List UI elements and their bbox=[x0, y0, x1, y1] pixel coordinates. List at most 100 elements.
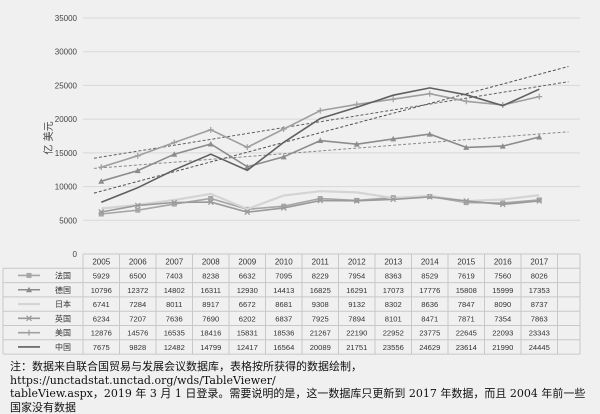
data-point bbox=[353, 197, 360, 204]
table-cell: 7619 bbox=[458, 271, 475, 280]
table-cell: 7354 bbox=[494, 314, 511, 323]
table-cell: 8101 bbox=[385, 314, 402, 323]
data-point bbox=[426, 90, 433, 97]
data-point bbox=[134, 152, 141, 159]
table-cell: 12876 bbox=[91, 329, 112, 338]
table-cell: 16535 bbox=[164, 329, 185, 338]
table-cell: 8471 bbox=[421, 314, 438, 323]
table-cell: 21267 bbox=[310, 329, 331, 338]
table-cell: 17776 bbox=[419, 286, 440, 295]
data-point bbox=[536, 133, 543, 140]
table-cell: 14799 bbox=[200, 343, 221, 352]
data-table: 2005 2006 2007 2008 2009 2010 2011 2012 2013 2014… bbox=[2, 253, 581, 355]
source-note-line-2: tableView.aspx，2019 年 3 月 1 日登录。需要说明的是，这… bbox=[10, 387, 586, 414]
table-row: 日本 6741 7284 8011 8917 6672 8681 9308 9132 8302 86… bbox=[18, 299, 548, 309]
data-point bbox=[26, 272, 32, 278]
series-line bbox=[101, 87, 540, 203]
data-point bbox=[98, 209, 105, 215]
table-cell: 7954 bbox=[348, 271, 365, 280]
x-tick-label: 2010 bbox=[275, 257, 293, 266]
data-point bbox=[171, 139, 178, 146]
legend-label: 中国 bbox=[55, 342, 71, 352]
table-cell: 6500 bbox=[129, 271, 146, 280]
table-cell: 7207 bbox=[129, 314, 146, 323]
table-cell: 7675 bbox=[93, 343, 110, 352]
source-note-line-1: 注：数据来自联合国贸易与发展会议数据库，表格按所获得的数据绘制，https://… bbox=[10, 360, 362, 387]
data-point bbox=[317, 107, 324, 114]
table-cell: 12930 bbox=[237, 286, 258, 295]
legend-label: 英国 bbox=[55, 313, 71, 323]
data-point bbox=[26, 286, 32, 293]
table-cell: 14576 bbox=[127, 329, 148, 338]
series-英国 bbox=[98, 193, 543, 216]
trendline bbox=[93, 65, 569, 194]
table-cell: 16564 bbox=[273, 343, 294, 352]
series-德国 bbox=[98, 131, 543, 184]
table-cell: 6632 bbox=[239, 271, 256, 280]
y-tick-label: 0 bbox=[73, 250, 78, 259]
y-tick-label: 25000 bbox=[55, 81, 78, 90]
data-point bbox=[208, 195, 214, 201]
table-cell: 23775 bbox=[419, 329, 440, 338]
data-point bbox=[207, 141, 214, 147]
trendlines bbox=[93, 65, 569, 194]
table-cell: 7403 bbox=[166, 271, 183, 280]
x-tick-label: 2006 bbox=[129, 257, 147, 266]
legend-label: 法国 bbox=[55, 270, 71, 280]
data-point bbox=[26, 315, 32, 322]
table-cell: 7925 bbox=[312, 314, 329, 323]
table-cell: 10796 bbox=[91, 286, 112, 295]
x-tick-label: 2017 bbox=[530, 257, 548, 266]
table-cell: 18416 bbox=[200, 329, 221, 338]
table-cell: 8363 bbox=[385, 271, 402, 280]
data-point bbox=[536, 198, 543, 204]
legend-label: 美国 bbox=[55, 328, 71, 338]
table-row: 德国 10796 12372 14802 16311 12930 14413 16825 162… bbox=[18, 285, 550, 295]
table-cell: 8302 bbox=[385, 300, 402, 309]
data-point bbox=[171, 151, 178, 157]
data-point bbox=[207, 126, 214, 133]
data-point bbox=[317, 197, 324, 204]
table-cell: 8636 bbox=[421, 300, 438, 309]
table-cell: 16825 bbox=[310, 286, 331, 295]
data-point bbox=[280, 204, 287, 211]
data-point bbox=[171, 199, 178, 206]
table-cell: 7863 bbox=[531, 314, 548, 323]
data-point bbox=[134, 167, 141, 174]
data-point bbox=[463, 98, 470, 105]
table-cell: 6202 bbox=[239, 314, 256, 323]
table-cell: 8737 bbox=[531, 300, 548, 309]
y-tick-label: 5000 bbox=[59, 216, 77, 225]
x-tick-label: 2009 bbox=[238, 257, 256, 266]
x-tick-label: 2014 bbox=[421, 257, 439, 266]
y-tick-label: 20000 bbox=[55, 115, 78, 124]
data-point bbox=[536, 197, 542, 203]
table-cell: 12372 bbox=[127, 286, 148, 295]
table-cell: 7095 bbox=[275, 271, 292, 280]
y-axis: 0 5000 10000 15000 20000 25000 30000 35000 bbox=[55, 14, 78, 259]
series-lines bbox=[98, 87, 543, 217]
table-cell: 6234 bbox=[93, 314, 110, 323]
table-cell: 21990 bbox=[492, 343, 513, 352]
table-cell: 23614 bbox=[456, 343, 477, 352]
trade-chart: 0 5000 10000 15000 20000 25000 30000 35000 亿 美元… bbox=[2, 14, 581, 355]
table-cell: 18536 bbox=[273, 329, 294, 338]
data-point bbox=[536, 93, 543, 100]
data-point bbox=[390, 96, 397, 103]
table-cell: 12417 bbox=[237, 343, 258, 352]
source-note: 注：数据来自联合国贸易与发展会议数据库，表格按所获得的数据绘制，https://… bbox=[10, 360, 594, 414]
table-cell: 15808 bbox=[456, 286, 477, 295]
table-cell: 9828 bbox=[129, 343, 146, 352]
table-cell: 22645 bbox=[456, 329, 477, 338]
table-cell: 22093 bbox=[492, 329, 513, 338]
table-cell: 8229 bbox=[312, 271, 329, 280]
table-cell: 21751 bbox=[346, 343, 367, 352]
table-cell: 8090 bbox=[494, 300, 511, 309]
table-cell: 6741 bbox=[93, 300, 110, 309]
x-tick-label: 2015 bbox=[457, 257, 475, 266]
data-point bbox=[426, 131, 433, 137]
trendline bbox=[93, 131, 569, 169]
x-tick-label: 2013 bbox=[384, 257, 402, 266]
data-point bbox=[426, 193, 433, 200]
data-point bbox=[207, 199, 214, 206]
